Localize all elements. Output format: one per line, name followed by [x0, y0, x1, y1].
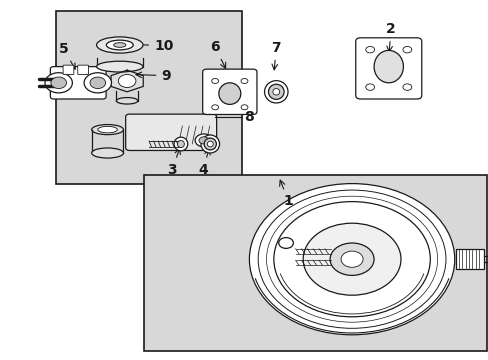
Ellipse shape	[92, 148, 123, 158]
Circle shape	[195, 134, 212, 147]
Circle shape	[340, 251, 362, 267]
Text: 3: 3	[167, 149, 180, 177]
Circle shape	[303, 223, 400, 295]
Bar	[144, 175, 486, 351]
FancyBboxPatch shape	[63, 65, 74, 75]
Circle shape	[90, 77, 105, 89]
Circle shape	[118, 75, 136, 87]
Circle shape	[199, 137, 208, 144]
Text: 2: 2	[386, 22, 395, 52]
Text: 10: 10	[125, 39, 173, 53]
FancyBboxPatch shape	[50, 67, 106, 99]
Ellipse shape	[106, 40, 133, 50]
Text: 9: 9	[136, 69, 171, 82]
FancyBboxPatch shape	[355, 38, 421, 99]
FancyBboxPatch shape	[202, 69, 257, 114]
Text: 1: 1	[279, 180, 293, 208]
Ellipse shape	[96, 61, 142, 72]
Ellipse shape	[96, 37, 142, 53]
Ellipse shape	[218, 83, 240, 104]
Circle shape	[51, 77, 66, 89]
Circle shape	[402, 46, 411, 53]
Text: 8: 8	[244, 110, 254, 124]
Ellipse shape	[373, 50, 403, 83]
Circle shape	[45, 73, 72, 93]
Circle shape	[241, 105, 247, 110]
Circle shape	[241, 78, 247, 84]
Ellipse shape	[98, 126, 117, 133]
Circle shape	[211, 78, 218, 84]
FancyBboxPatch shape	[125, 114, 216, 150]
FancyBboxPatch shape	[78, 65, 88, 75]
Text: 5: 5	[59, 42, 75, 69]
Text: 7: 7	[271, 41, 281, 70]
Ellipse shape	[113, 43, 125, 47]
Ellipse shape	[207, 141, 213, 147]
Circle shape	[365, 84, 374, 90]
Bar	[56, 11, 242, 184]
Ellipse shape	[272, 89, 279, 95]
Circle shape	[402, 84, 411, 90]
Ellipse shape	[264, 81, 287, 103]
Ellipse shape	[92, 125, 123, 135]
Ellipse shape	[268, 84, 284, 99]
Circle shape	[365, 46, 374, 53]
Circle shape	[249, 184, 454, 335]
Polygon shape	[111, 70, 143, 92]
Ellipse shape	[174, 137, 187, 151]
Text: 4: 4	[198, 149, 210, 177]
Circle shape	[211, 105, 218, 110]
Bar	[455, 249, 483, 269]
Ellipse shape	[116, 98, 138, 104]
Text: 6: 6	[210, 40, 225, 68]
Circle shape	[84, 73, 111, 93]
Circle shape	[278, 238, 293, 248]
Ellipse shape	[204, 138, 216, 150]
Circle shape	[329, 243, 373, 275]
Ellipse shape	[177, 140, 184, 148]
Ellipse shape	[201, 135, 219, 153]
